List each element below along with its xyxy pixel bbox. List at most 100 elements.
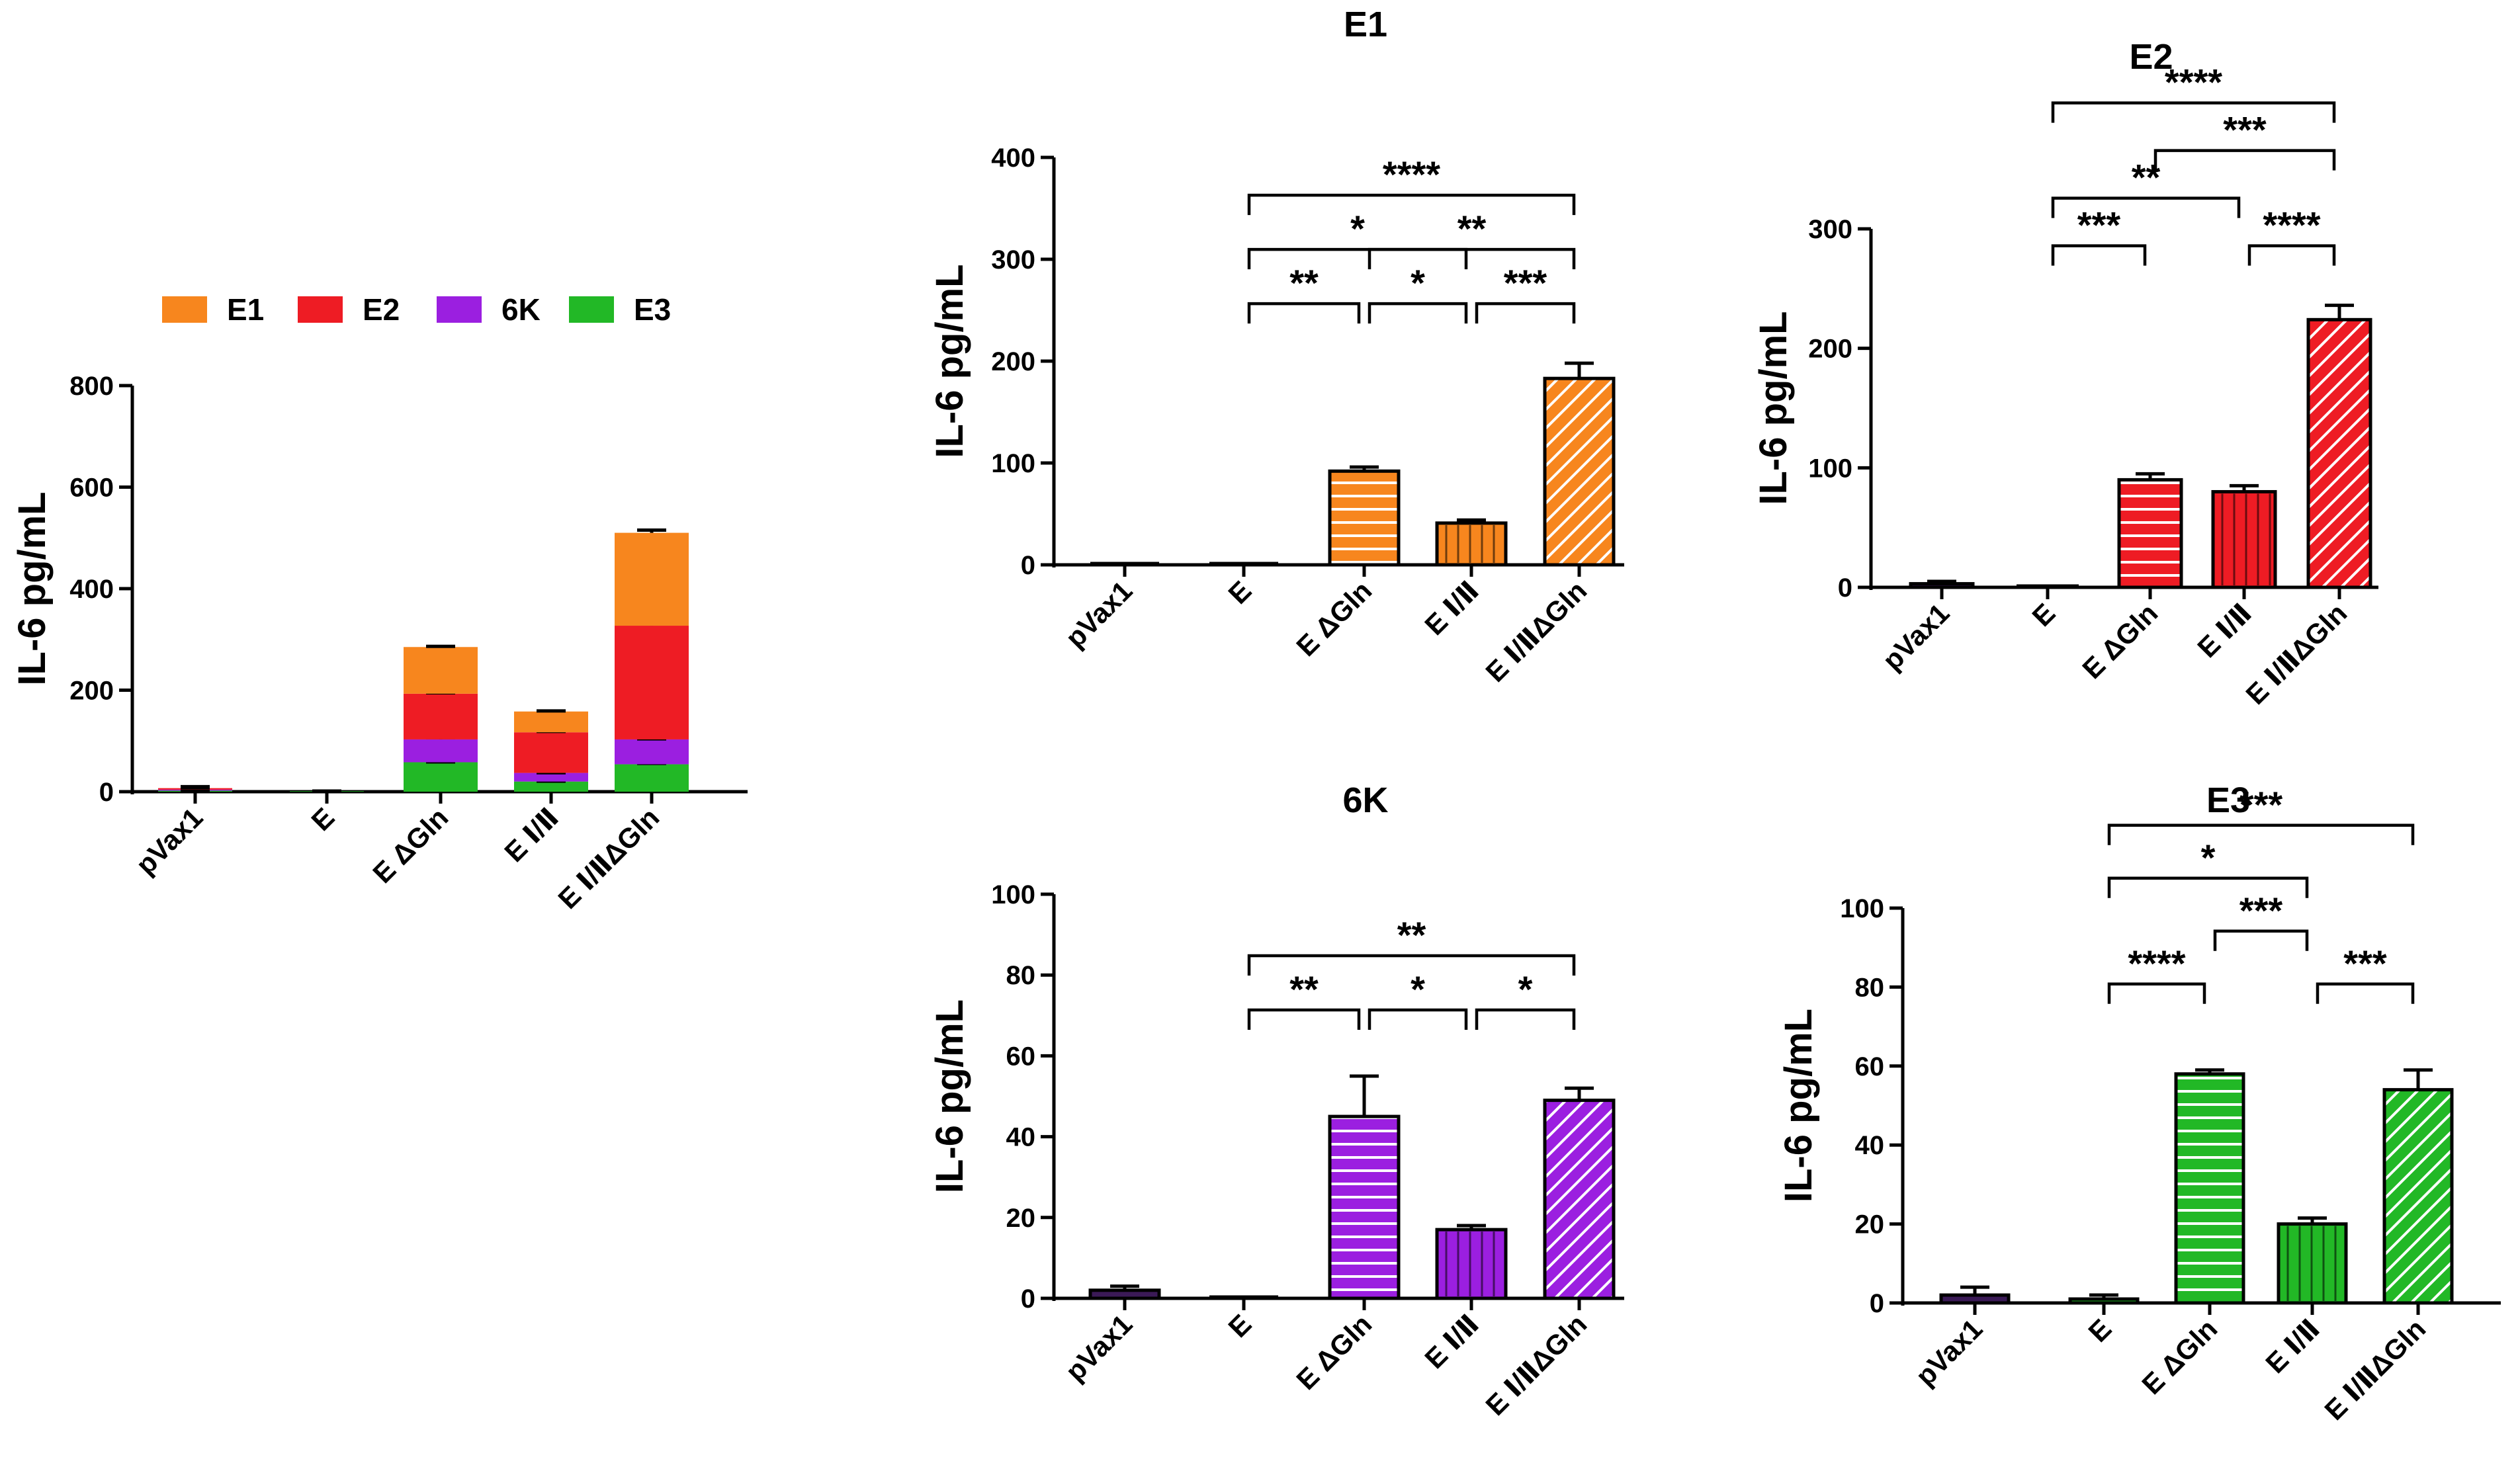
- bar-0: [1088, 1284, 1161, 1300]
- bar-2: [1328, 465, 1401, 567]
- y-tick-label: 200: [991, 347, 1035, 376]
- series-E1: [404, 528, 689, 733]
- bar-segment: [404, 762, 478, 792]
- bracket-line: [1368, 247, 1576, 270]
- significance-label: **: [1397, 914, 1426, 956]
- bar-segment: [615, 532, 689, 626]
- legend: E1 E2 6K E3: [162, 292, 671, 327]
- bar-fill: [1941, 1295, 2009, 1303]
- legend-item-E1: E1: [162, 292, 264, 327]
- y-tick-label: 800: [69, 372, 114, 401]
- bar-segment: [615, 626, 689, 739]
- y-axis-label: IL-6 pg/mL: [928, 999, 971, 1193]
- bracket-line: [2051, 101, 2336, 123]
- y-tick-label: 20: [1855, 1210, 1885, 1239]
- bracket-line: [1475, 1008, 1576, 1030]
- bar-2: [2117, 472, 2183, 589]
- significance-bracket: *: [1368, 968, 1468, 1030]
- significance-label: ****: [2128, 942, 2185, 984]
- y-axis-label: IL-6 pg/mL: [1752, 311, 1795, 505]
- significance-bracket: *: [2107, 837, 2309, 898]
- x-tick-label: E: [1222, 1308, 1257, 1343]
- x-tick-label: E ΔGln: [2076, 597, 2163, 685]
- x-tick-label: E Ⅰ/ⅡΔGln: [1479, 1308, 1592, 1421]
- y-tick-label: 0: [1021, 1284, 1035, 1314]
- y-axis-label: IL-6 pg/mL: [11, 491, 54, 685]
- significance-bracket: ***: [2316, 942, 2415, 1004]
- significance-bracket: ****: [1247, 153, 1576, 216]
- bracket-line: [1247, 247, 1468, 270]
- bar-1: [2068, 1293, 2140, 1305]
- significance-label: ****: [1383, 153, 1440, 195]
- y-tick-label: 60: [1006, 1042, 1036, 1071]
- x-tick-label: E ΔGln: [1290, 1308, 1377, 1396]
- bar-fill: [1911, 583, 1973, 587]
- bracket-line: [2213, 929, 2309, 951]
- bar-fill: [1437, 523, 1506, 565]
- bar-hatch: [1545, 1100, 1614, 1298]
- significance-bracket: **: [1368, 208, 1576, 270]
- bar-segment: [514, 711, 588, 733]
- x-tick-label: pVax1: [1909, 1313, 1988, 1392]
- y-axis-label: IL-6 pg/mL: [1777, 1009, 1820, 1202]
- legend-swatch: [162, 296, 207, 323]
- legend-label: E3: [634, 292, 671, 327]
- legend-swatch: [437, 296, 482, 323]
- significance-bracket: *: [1247, 208, 1468, 270]
- bar-4: [1543, 361, 1616, 567]
- y-tick-label: 0: [99, 778, 114, 807]
- legend-item-E2: E2: [298, 292, 400, 327]
- bar-2: [2174, 1068, 2245, 1305]
- bar-segment: [615, 764, 689, 792]
- x-tick-label: E Ⅰ/ⅡΔGln: [552, 802, 665, 915]
- legend-swatch: [569, 296, 614, 323]
- significance-bracket: ***: [2051, 204, 2147, 266]
- bar-hatch: [1330, 1116, 1399, 1298]
- series-E2: [158, 622, 689, 790]
- significance-label: **: [1289, 968, 1319, 1010]
- bar-3: [2277, 1216, 2348, 1305]
- y-tick-label: 0: [1021, 551, 1035, 580]
- bracket-line: [1247, 954, 1576, 976]
- y-tick-label: 40: [1006, 1123, 1036, 1152]
- x-tick-label: E Ⅰ/Ⅱ: [498, 802, 564, 868]
- bar-4: [2306, 304, 2372, 589]
- y-tick-label: 200: [1808, 335, 1852, 364]
- x-tick-label: pVax1: [130, 802, 208, 880]
- panel-stacked: 0 200 400 600 800 pVax1 E E ΔGln E Ⅰ/ⅡE Ⅰ/ⅡΔGln I…: [11, 292, 748, 915]
- y-tick-label: 0: [1838, 573, 1852, 603]
- significance-label: ***: [2239, 890, 2283, 931]
- significance-label: *: [1518, 968, 1533, 1010]
- bar-segment: [514, 781, 588, 792]
- x-tick-label: E Ⅰ/ⅡΔGln: [1479, 575, 1592, 688]
- significance-bracket: *: [1475, 968, 1576, 1030]
- x-tick-label: E Ⅰ/Ⅱ: [2191, 597, 2257, 663]
- bar-hatch: [2308, 319, 2370, 587]
- bar-0: [1939, 1285, 2011, 1305]
- bracket-line: [1368, 1008, 1468, 1030]
- bar-segment: [514, 773, 588, 782]
- y-tick-label: 80: [1006, 961, 1036, 990]
- chart-title: E2: [2129, 37, 2173, 77]
- x-tick-label: pVax1: [1876, 597, 1955, 676]
- y-axis-label: IL-6 pg/mL: [928, 264, 971, 458]
- bar-segment: [615, 739, 689, 765]
- significance-label: *: [1350, 208, 1365, 249]
- x-tick-label: E ΔGln: [367, 802, 454, 889]
- x-tick-label: pVax1: [1059, 575, 1138, 653]
- y-tick-label: 300: [1808, 215, 1852, 244]
- x-tick-label: E: [305, 802, 340, 837]
- x-tick-label: pVax1: [1059, 1308, 1138, 1387]
- significance-bracket: **: [1247, 914, 1576, 976]
- bar-hatch: [2384, 1089, 2452, 1303]
- legend-label: 6K: [501, 292, 541, 327]
- significance-label: *: [1411, 968, 1425, 1010]
- x-tick-label: E Ⅰ/Ⅱ: [2259, 1313, 2325, 1379]
- bar-fill: [2213, 491, 2275, 587]
- legend-item-E3: E3: [569, 292, 671, 327]
- y-tick-label: 40: [1855, 1131, 1885, 1160]
- panel-e2: 0 100 200 300 pVax1 E E ΔGln E Ⅰ/ⅡE Ⅰ/ⅡΔGln IL-6…: [1752, 37, 2378, 710]
- bar-3: [1435, 518, 1508, 567]
- bracket-line: [2247, 244, 2336, 266]
- bar-3: [1435, 1224, 1508, 1300]
